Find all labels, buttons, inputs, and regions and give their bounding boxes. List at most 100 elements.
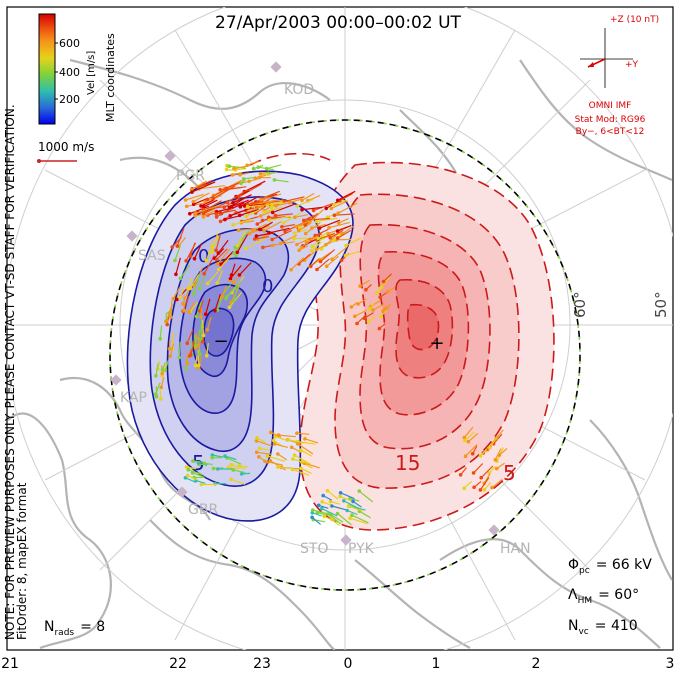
velocity-vector [214,293,221,311]
velocity-vector [312,512,322,517]
velocity-vector [359,279,371,287]
velocity-vector [257,217,270,225]
velocity-vector [329,229,344,239]
velocity-vector [256,437,266,444]
velocity-vector [331,246,348,260]
velocity-vector [254,236,270,240]
vector-origin [158,397,163,401]
velocity-vector [201,320,205,336]
velocity-vector [348,505,363,512]
velocity-vector [263,198,284,212]
velocity-vector [483,473,491,484]
velocity-vector [337,190,356,201]
velocity-vector [383,273,392,282]
velocity-vector [245,208,261,218]
velocity-vector [316,232,336,241]
velocity-vector [194,356,198,366]
velocity-vector [200,307,203,317]
velocity-vector [241,472,251,475]
velocity-vector [304,212,319,226]
velocity-vector [300,449,313,457]
velocity-vector [230,265,242,279]
contour-label: 15 [395,451,420,475]
preview-note: NOTE: FOR PREVIEW PURPOSES ONLY. PLEASE … [3,104,17,640]
velocity-vector [260,171,270,175]
vector-origin [196,343,201,348]
velocity-vector [191,180,207,191]
velocity-vector [185,193,204,201]
velocity-vector [170,300,173,318]
velocity-vector [231,199,249,208]
velocity-vector [313,203,334,211]
velocity-vector [311,237,325,247]
velocity-vector [330,514,344,523]
station-label: PGR [176,168,205,184]
velocity-vector [338,218,349,224]
velocity-vector [310,259,319,267]
velocity-vector [226,168,235,172]
latitude-label: 50° [652,291,670,318]
mlt-tick-label: 1 [432,656,441,672]
velocity-vector [212,185,236,200]
imf-model: Stat Mod: RG96 [575,115,646,125]
velocity-vector [195,480,206,484]
velocity-vector [300,467,312,474]
velocity-vector [363,312,374,319]
velocity-vector [233,218,252,226]
velocity-vector [218,255,232,270]
velocity-vector [277,453,288,461]
velocity-vector [380,310,387,317]
velocity-vector [278,434,296,438]
velocity-vector [266,164,282,170]
velocity-vector [256,451,273,456]
page-title: 27/Apr/2003 00:00–00:02 UT [215,13,461,33]
potential-min-marker: − [213,331,228,352]
velocity-vector [296,432,310,435]
velocity-vector [239,465,249,468]
velocity-vector [345,237,362,247]
velocity-vector [216,270,223,284]
velocity-vector [319,219,341,229]
velocity-vector [264,460,283,466]
velocity-vector [192,460,207,464]
velocity-vector [368,302,375,310]
velocity-vector [296,198,314,207]
velocity-vector [288,439,305,444]
velocity-vector [304,438,319,444]
station-label: GBR [188,502,218,518]
velocity-vector [304,251,315,261]
velocity-vector [239,208,260,216]
velocity-vector [480,449,488,457]
velocity-vector [340,492,355,500]
velocity-vector [491,478,503,489]
velocity-vector [198,462,208,466]
velocity-vectors [154,160,508,527]
velocity-vector [489,436,498,449]
vector-origin [198,352,202,356]
velocity-vector [226,457,242,465]
velocity-vector [376,286,384,294]
velocity-vector [248,178,258,182]
velocity-vector [269,215,292,221]
velocity-vector [345,251,360,257]
velocity-vector [190,341,195,356]
velocity-vector [214,248,225,259]
velocity-vector [220,252,233,265]
velocity-vector [189,274,200,289]
velocity-vector [258,456,270,465]
negative-potential-cell [126,170,354,522]
velocity-vector [464,431,475,441]
velocity-vector [207,188,228,200]
velocity-vector [195,302,202,317]
velocity-vector [230,478,246,485]
heppner-maynard-boundary [109,119,581,591]
velocity-vector [176,227,185,247]
velocity-vector [294,454,311,465]
vector-origin [239,472,244,476]
velocity-vector [261,193,282,201]
velocity-vector [479,477,490,491]
velocity-vector [266,455,286,462]
coordinate-system-label: MLT coordinates [104,33,117,122]
velocity-vector [483,482,492,491]
